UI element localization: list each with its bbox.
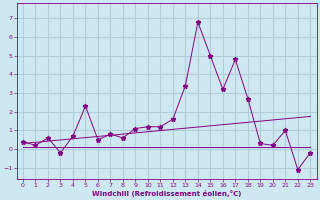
X-axis label: Windchill (Refroidissement éolien,°C): Windchill (Refroidissement éolien,°C) xyxy=(92,190,241,197)
